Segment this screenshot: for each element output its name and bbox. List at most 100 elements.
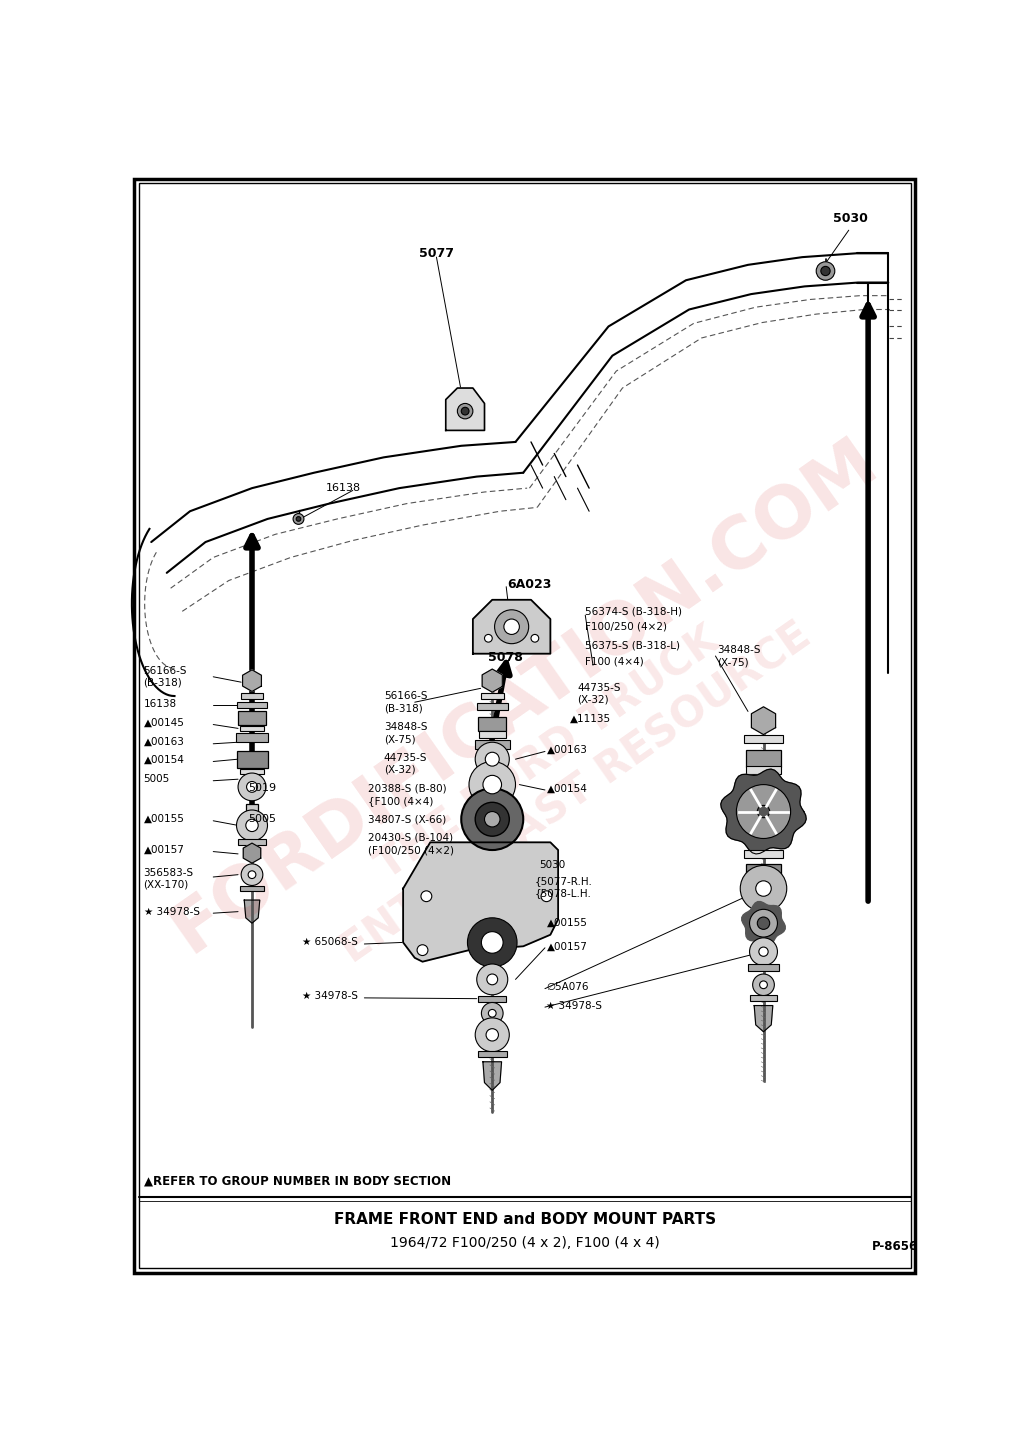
Circle shape bbox=[736, 785, 791, 839]
Text: (X-75): (X-75) bbox=[384, 734, 416, 744]
Circle shape bbox=[461, 407, 469, 415]
Bar bbox=[238, 839, 266, 845]
Bar bbox=[746, 766, 781, 773]
Text: 5078: 5078 bbox=[488, 651, 523, 664]
Text: ▲11135: ▲11135 bbox=[569, 714, 611, 724]
Text: (B-318): (B-318) bbox=[143, 678, 182, 688]
Circle shape bbox=[483, 776, 502, 793]
Bar bbox=[477, 703, 508, 710]
Circle shape bbox=[475, 1017, 509, 1052]
Text: THE FORD TRUCK
ENTHUSIAST RESOURCE: THE FORD TRUCK ENTHUSIAST RESOURCE bbox=[305, 575, 818, 971]
Text: (B-318): (B-318) bbox=[384, 703, 423, 713]
Polygon shape bbox=[244, 844, 261, 864]
Circle shape bbox=[421, 891, 432, 901]
Text: (X-75): (X-75) bbox=[717, 657, 749, 667]
Text: 5030: 5030 bbox=[834, 213, 868, 226]
Text: 16138: 16138 bbox=[143, 698, 176, 708]
Text: {F100 (4×4): {F100 (4×4) bbox=[369, 796, 433, 806]
Text: (XX-170): (XX-170) bbox=[143, 879, 188, 890]
Text: ▲00154: ▲00154 bbox=[143, 754, 184, 764]
Bar bbox=[478, 717, 506, 730]
Bar bbox=[475, 740, 510, 749]
Text: F100/250 (4×2): F100/250 (4×2) bbox=[586, 622, 668, 632]
Circle shape bbox=[484, 812, 500, 826]
Text: 5005: 5005 bbox=[248, 815, 276, 825]
Circle shape bbox=[760, 981, 767, 989]
Circle shape bbox=[740, 865, 786, 911]
Text: ▲REFER TO GROUP NUMBER IN BODY SECTION: ▲REFER TO GROUP NUMBER IN BODY SECTION bbox=[143, 1174, 451, 1187]
Text: ★ 65068-S: ★ 65068-S bbox=[302, 937, 358, 947]
Polygon shape bbox=[482, 670, 503, 693]
Circle shape bbox=[484, 635, 493, 642]
Circle shape bbox=[293, 513, 304, 525]
Text: (X-32): (X-32) bbox=[384, 764, 416, 775]
Text: 44735-S: 44735-S bbox=[578, 684, 621, 693]
Circle shape bbox=[821, 266, 830, 276]
Circle shape bbox=[475, 802, 509, 836]
Circle shape bbox=[753, 974, 774, 996]
Circle shape bbox=[238, 773, 266, 800]
Bar bbox=[240, 769, 264, 775]
Text: 6A023: 6A023 bbox=[508, 578, 552, 591]
Text: ★ 34978-S: ★ 34978-S bbox=[547, 1000, 602, 1010]
Polygon shape bbox=[243, 670, 261, 691]
Text: ▲00155: ▲00155 bbox=[143, 815, 184, 825]
Bar bbox=[237, 752, 267, 769]
Circle shape bbox=[469, 762, 515, 808]
Text: 56166-S: 56166-S bbox=[143, 667, 187, 677]
Circle shape bbox=[486, 974, 498, 984]
Bar bbox=[748, 964, 779, 970]
Bar bbox=[238, 703, 266, 708]
Text: (F100/250 (4×2): (F100/250 (4×2) bbox=[369, 845, 455, 855]
Circle shape bbox=[237, 810, 267, 841]
Text: ▲00163: ▲00163 bbox=[143, 737, 184, 747]
Text: FORDIFICATION.COM: FORDIFICATION.COM bbox=[159, 425, 891, 967]
Circle shape bbox=[531, 635, 539, 642]
Text: ▲00157: ▲00157 bbox=[143, 845, 184, 855]
Text: 44735-S: 44735-S bbox=[384, 753, 427, 763]
Text: 16138: 16138 bbox=[326, 483, 360, 493]
Polygon shape bbox=[403, 842, 558, 961]
Circle shape bbox=[247, 782, 257, 792]
Circle shape bbox=[461, 789, 523, 851]
Bar bbox=[478, 996, 506, 1002]
Polygon shape bbox=[445, 388, 484, 431]
Text: 5005: 5005 bbox=[143, 775, 170, 785]
Text: ▲00154: ▲00154 bbox=[547, 783, 588, 793]
Circle shape bbox=[296, 517, 301, 522]
Bar bbox=[750, 994, 777, 1002]
Circle shape bbox=[481, 931, 503, 953]
Text: ▲00157: ▲00157 bbox=[547, 941, 588, 951]
Polygon shape bbox=[741, 901, 785, 944]
Circle shape bbox=[541, 891, 552, 901]
Circle shape bbox=[241, 864, 263, 885]
Circle shape bbox=[417, 944, 428, 956]
Circle shape bbox=[481, 1003, 503, 1025]
Text: (X-32): (X-32) bbox=[578, 696, 609, 706]
Bar bbox=[246, 803, 258, 821]
Text: 20388-S (B-80): 20388-S (B-80) bbox=[369, 783, 446, 793]
Text: ★ 34978-S: ★ 34978-S bbox=[143, 907, 200, 917]
Text: {5078-L.H.: {5078-L.H. bbox=[535, 888, 592, 898]
Circle shape bbox=[458, 404, 473, 418]
Text: 34848-S: 34848-S bbox=[384, 721, 427, 731]
Text: 34848-S: 34848-S bbox=[717, 645, 761, 655]
Bar bbox=[746, 864, 780, 881]
Polygon shape bbox=[483, 1062, 502, 1091]
Text: 1964/72 F100/250 (4 x 2), F100 (4 x 4): 1964/72 F100/250 (4 x 2), F100 (4 x 4) bbox=[390, 1236, 659, 1250]
Text: 5077: 5077 bbox=[419, 247, 454, 260]
Polygon shape bbox=[755, 1006, 773, 1032]
Text: ▲00145: ▲00145 bbox=[143, 718, 184, 729]
Bar bbox=[241, 693, 263, 698]
Bar bbox=[241, 885, 263, 891]
Text: 34807-S (X-66): 34807-S (X-66) bbox=[369, 815, 446, 825]
Polygon shape bbox=[245, 900, 260, 923]
Text: 5030: 5030 bbox=[539, 861, 565, 871]
Text: ∅5A076: ∅5A076 bbox=[547, 981, 589, 992]
Circle shape bbox=[495, 609, 528, 644]
Circle shape bbox=[485, 752, 500, 766]
Polygon shape bbox=[473, 599, 550, 654]
Polygon shape bbox=[721, 769, 806, 854]
Text: 56374-S (B-318-H): 56374-S (B-318-H) bbox=[586, 606, 682, 616]
Text: P-8656: P-8656 bbox=[872, 1240, 919, 1253]
